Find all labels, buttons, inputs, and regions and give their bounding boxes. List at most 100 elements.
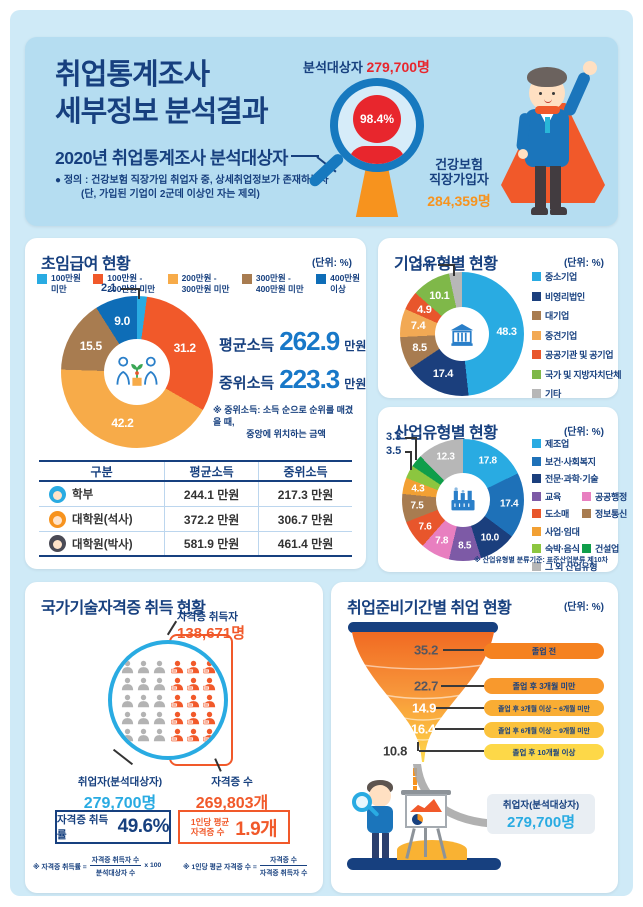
analyst-leg xyxy=(382,833,389,858)
donut-value-label: 31.2 xyxy=(173,341,196,356)
legend-label: 400만원 이상 xyxy=(330,273,360,294)
legend-label: 중견기업 xyxy=(545,330,577,341)
person-icon xyxy=(121,677,133,690)
person-icon xyxy=(137,660,149,673)
person-icon xyxy=(121,728,133,741)
funnel-value-label: 35.2 xyxy=(413,642,439,658)
donut-value-label: 10.0 xyxy=(480,532,500,544)
per-person-box: 1인당 평균 자격증 수 1.9개 xyxy=(178,810,290,844)
person-torso-shape xyxy=(355,167,399,217)
company-legend: 중소기업 비영리법인 대기업 중견기업 공공기관 및 공기업 국가 및 지방자치단체 기타 xyxy=(532,270,622,400)
legend-item: 400만원 이상 xyxy=(316,273,360,294)
legend-item: 사업·임대 xyxy=(532,525,580,538)
certificate-holder-value: 138,671명 xyxy=(177,625,246,642)
donut-value-label: 12.3 xyxy=(436,451,455,463)
funnel-category-pill: 졸업 후 6개월 이상 ~ 9개월 미만 xyxy=(484,722,604,738)
label-connector xyxy=(453,264,455,276)
superhero-illustration xyxy=(495,59,620,224)
funnel-value-label: 14.9 xyxy=(411,700,437,716)
person-icon xyxy=(153,677,165,690)
donut-value-label: 7.8 xyxy=(435,535,449,547)
label-connector xyxy=(410,451,412,470)
donut-value-label: 8.5 xyxy=(412,341,427,354)
person-icon xyxy=(121,711,133,724)
avg-income-cell: 372.2 만원 xyxy=(164,507,258,531)
legend-item: 국가 및 지방자치단체 xyxy=(532,368,622,381)
easel-top xyxy=(401,790,451,795)
company-type-section: 기업유형별 현황 (단위: %) 48.3 17.4 8.5 7.4 4.9 10.1 3… xyxy=(378,238,622,400)
legend-swatch xyxy=(532,509,541,518)
person-icon xyxy=(202,728,215,741)
legend-swatch xyxy=(532,350,541,359)
person-icon xyxy=(202,660,215,673)
pill-connector-line xyxy=(419,750,484,752)
donut-value-label: 42.2 xyxy=(111,416,134,431)
donut-value-label: 17.8 xyxy=(478,455,497,467)
legend-swatch xyxy=(167,274,178,284)
rate-formula: ※ 자격증 취득률 = 자격증 취득자 수 분석대상자 수 x 100 xyxy=(33,854,161,877)
legend-label: 건설업 xyxy=(595,544,619,554)
legend-item: 교육 xyxy=(532,490,576,503)
definition-line1: ● 정의 : 건강보험 직장가입 취업자 중, 상세취업정보가 존재하는자 xyxy=(55,175,329,186)
certificate-section: 국가기술자격증 취득 현황 자격증 취득자 138,671명 취업자(분석대상자… xyxy=(25,582,323,893)
legend-label: 교육 xyxy=(545,491,561,502)
analysis-target-text: 분석대상자 279,700명 xyxy=(303,59,430,75)
legend-label: 사업·임대 xyxy=(545,526,580,537)
person-icon xyxy=(137,728,149,741)
legend-label: 200만원 -300만원 미만 xyxy=(181,273,230,294)
degree-cell: 학부 xyxy=(39,485,164,503)
non-holder-icons xyxy=(119,652,167,748)
legend-item: 전문·과학·기술 xyxy=(532,472,599,485)
industry-footnote: ※ 산업유형별 분류기준: 표준산업분류 제10차 xyxy=(473,557,608,564)
legend-row: 교육 공공행정 xyxy=(532,490,627,503)
donut-outside-label: 2.1 xyxy=(101,282,117,294)
label-connector xyxy=(405,437,415,439)
table-row: 대학원(박사) 581.9 만원 461.4 만원 xyxy=(39,532,352,557)
legend-swatch xyxy=(93,274,104,284)
legend-label: 100만원 미만 xyxy=(51,273,81,294)
page-title: 취업통계조사 세부정보 분석결과 xyxy=(55,59,268,128)
person-icon xyxy=(137,694,149,707)
funnel-category-pill: 졸업 후 3개월 미만 xyxy=(484,678,604,694)
legend-item: 200만원 -300만원 미만 xyxy=(167,273,230,294)
hero-scarf xyxy=(535,106,560,114)
certificate-count-callout: 자격증 수 269,803개 xyxy=(195,776,269,812)
column-header: 평균소득 xyxy=(164,462,258,480)
legend-swatch xyxy=(532,311,541,320)
donut-value-label: 8.5 xyxy=(458,540,472,552)
legend-item: 도소매 xyxy=(532,507,576,520)
legend-swatch xyxy=(532,389,541,398)
hero-shoe xyxy=(550,207,567,215)
median-income: 중위소득 223.3 만원 xyxy=(219,364,367,394)
analyst-leg xyxy=(372,833,379,858)
legend-label: 전문·과학·기술 xyxy=(545,474,599,484)
person-icon xyxy=(186,728,199,741)
person-icon xyxy=(153,660,165,673)
person-icon xyxy=(170,660,183,673)
pill-connector-line xyxy=(441,685,484,687)
median-income-cell: 461.4 만원 xyxy=(258,532,352,555)
person-icon xyxy=(170,694,183,707)
hero-tie xyxy=(545,117,550,133)
employed-callout: 취업자(분석대상자) 279,700명 xyxy=(77,776,163,812)
donut-value-label: 9.0 xyxy=(114,313,131,328)
employed-callout: 취업자(분석대상자) 279,700명 xyxy=(487,794,595,834)
donut-outside-label: 3.3 xyxy=(386,431,402,443)
donut-value-label: 4.9 xyxy=(417,303,432,316)
pill-connector-line xyxy=(435,728,484,730)
certificate-holder-label: 자격증 취득자 xyxy=(177,611,238,623)
legend-row: 제조업 xyxy=(532,437,627,450)
legend-item: 건설업 xyxy=(582,542,619,555)
funnel-value-label: 16.4 xyxy=(410,721,436,737)
legend-swatch xyxy=(582,509,591,518)
column-header: 구분 xyxy=(90,464,113,479)
funnel-category-pill: 졸업 후 10개월 이상 xyxy=(484,744,604,760)
definition-line2: (단, 가입된 기업이 2군데 이상인 자는 제외) xyxy=(81,189,260,200)
donut-value-label: 7.6 xyxy=(418,521,432,533)
legend-swatch xyxy=(532,456,541,466)
magnifier-icon xyxy=(352,792,372,812)
table-row: 학부 244.1 만원 217.3 만원 xyxy=(39,482,352,507)
legend-swatch xyxy=(37,274,47,284)
legend-swatch xyxy=(532,561,541,571)
analysis-target-value: 279,700명 xyxy=(366,59,430,75)
